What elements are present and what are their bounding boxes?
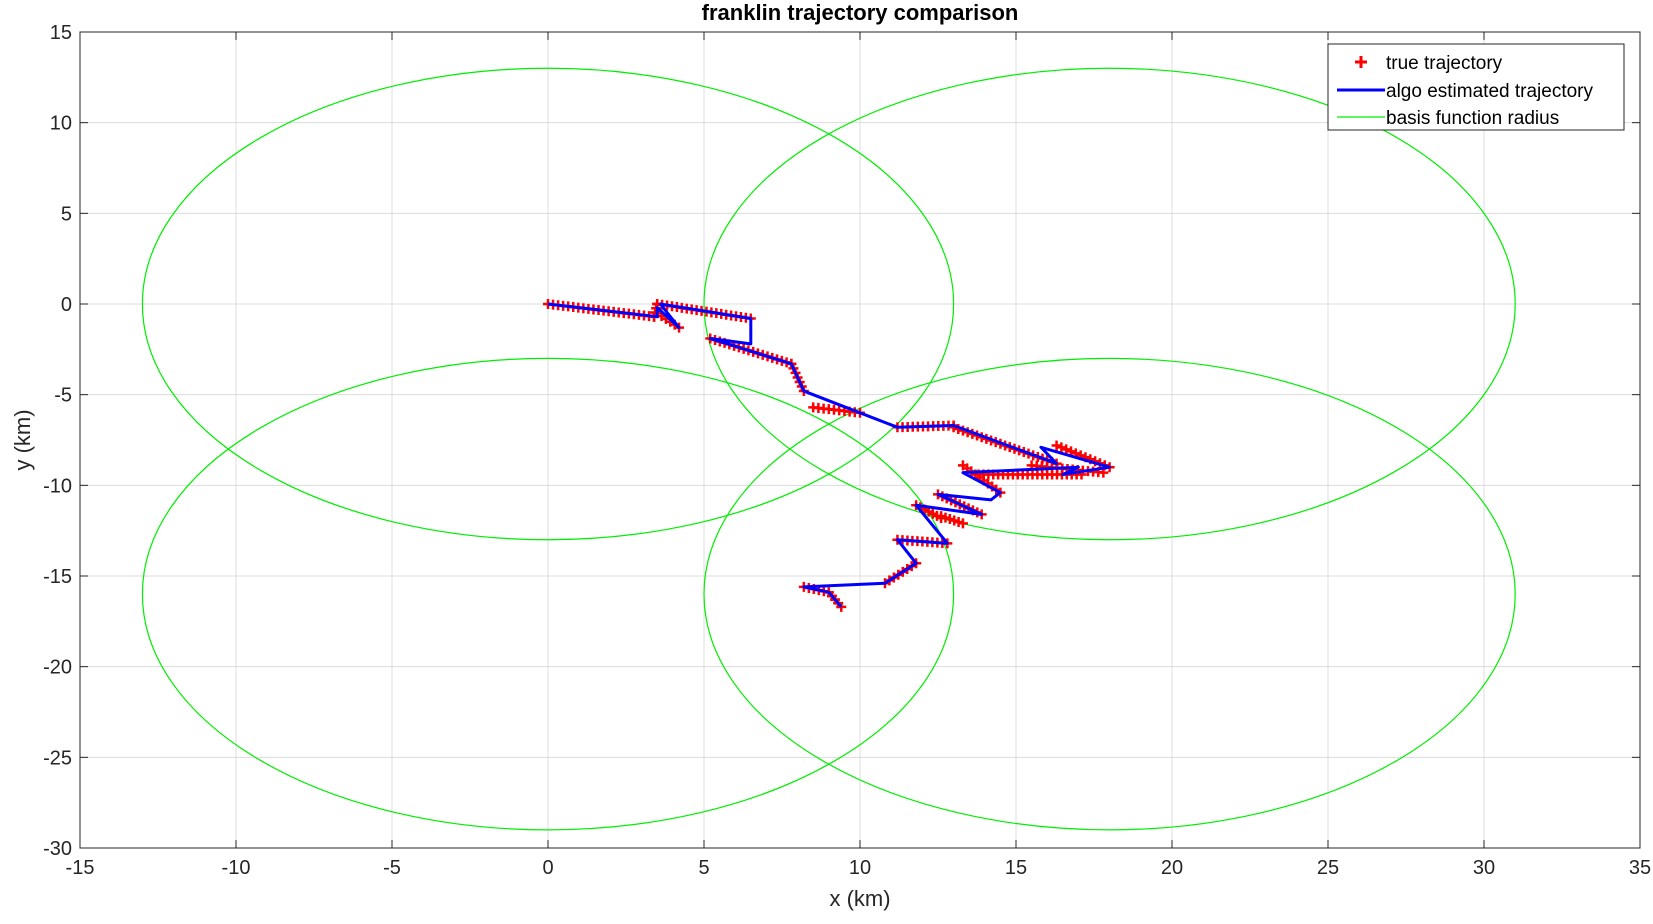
x-tick-label: 25 — [1317, 857, 1339, 879]
y-tick-label: 0 — [61, 294, 72, 316]
true-trajectory-marker — [957, 518, 968, 529]
basis-function-circle — [703, 357, 1516, 831]
x-tick-label: 10 — [849, 857, 871, 879]
x-tick-label: 30 — [1473, 857, 1495, 879]
y-tick-label: 10 — [50, 113, 72, 135]
true-trajectory-marker — [1061, 444, 1072, 455]
basis-function-circle — [141, 67, 955, 541]
basis-function-circle — [703, 67, 1516, 541]
x-tick-label: 15 — [1005, 857, 1027, 879]
y-axis-label: y (km) — [10, 409, 35, 470]
chart-title: franklin trajectory comparison — [702, 0, 1019, 25]
y-tick-label: -15 — [43, 566, 72, 588]
y-tick-label: -30 — [43, 838, 72, 860]
legend-label-basis: basis function radius — [1386, 108, 1559, 129]
basis-function-circle — [141, 357, 955, 831]
y-tick-label: 5 — [61, 203, 72, 225]
x-tick-label: 5 — [698, 857, 709, 879]
legend-label-estimated: algo estimated trajectory — [1386, 81, 1593, 102]
legend-box — [1327, 43, 1625, 131]
y-tick-label: -10 — [43, 475, 72, 497]
x-tick-label: 20 — [1161, 857, 1183, 879]
x-axis-label: x (km) — [829, 886, 890, 911]
legend: true trajectory algo estimated trajector… — [1327, 43, 1625, 131]
true-trajectory-marker — [1051, 440, 1062, 451]
legend-marker-true — [1355, 56, 1367, 68]
y-tick-label: -5 — [54, 385, 72, 407]
estimated-trajectory-line — [547, 302, 1112, 608]
y-tick-label: 15 — [50, 22, 72, 44]
true-trajectory-marker — [836, 601, 847, 612]
basis-circles — [141, 67, 1516, 831]
y-tick-label: -20 — [43, 657, 72, 679]
y-tick-label: -25 — [43, 747, 72, 769]
true-trajectory-segment — [936, 511, 968, 529]
legend-label-true: true trajectory — [1386, 53, 1503, 74]
true-trajectory-marker — [1056, 442, 1067, 453]
estimated-trajectory-series — [547, 302, 1112, 608]
x-tick-label: -5 — [383, 857, 401, 879]
x-tick-label: -10 — [222, 857, 251, 879]
true-trajectory-segment — [808, 402, 865, 418]
axis-ticks: -15 -10 -5 0 5 10 15 20 25 30 35 -30 -25 -20 -15 -10 -5 0… — [43, 22, 1651, 879]
x-tick-label: 35 — [1629, 857, 1651, 879]
x-tick-label: 0 — [542, 857, 553, 879]
x-tick-label: -15 — [66, 857, 95, 879]
